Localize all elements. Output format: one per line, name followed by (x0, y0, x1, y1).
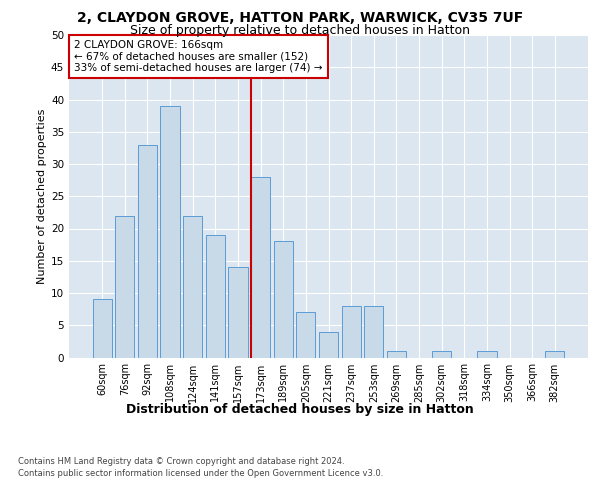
Text: Contains HM Land Registry data © Crown copyright and database right 2024.: Contains HM Land Registry data © Crown c… (18, 458, 344, 466)
Bar (545, 351, 565, 358)
Bar (183, 216, 202, 358)
Bar (206, 235, 225, 358)
Bar (341, 306, 361, 358)
Bar (296, 312, 316, 358)
Bar (477, 351, 497, 358)
Bar (319, 332, 338, 357)
Bar (364, 306, 383, 358)
Y-axis label: Number of detached properties: Number of detached properties (37, 108, 47, 284)
Text: Contains public sector information licensed under the Open Government Licence v3: Contains public sector information licen… (18, 468, 383, 477)
Bar (274, 242, 293, 358)
Bar (229, 267, 248, 358)
Bar (138, 144, 157, 358)
Bar (92, 300, 112, 358)
Text: Distribution of detached houses by size in Hatton: Distribution of detached houses by size … (126, 402, 474, 415)
Bar (387, 351, 406, 358)
Text: 2, CLAYDON GROVE, HATTON PARK, WARWICK, CV35 7UF: 2, CLAYDON GROVE, HATTON PARK, WARWICK, … (77, 11, 523, 25)
Bar (432, 351, 451, 358)
Bar (251, 177, 270, 358)
Bar (160, 106, 180, 358)
Text: Size of property relative to detached houses in Hatton: Size of property relative to detached ho… (130, 24, 470, 37)
Bar (115, 216, 134, 358)
Text: 2 CLAYDON GROVE: 166sqm
← 67% of detached houses are smaller (152)
33% of semi-d: 2 CLAYDON GROVE: 166sqm ← 67% of detache… (74, 40, 323, 73)
